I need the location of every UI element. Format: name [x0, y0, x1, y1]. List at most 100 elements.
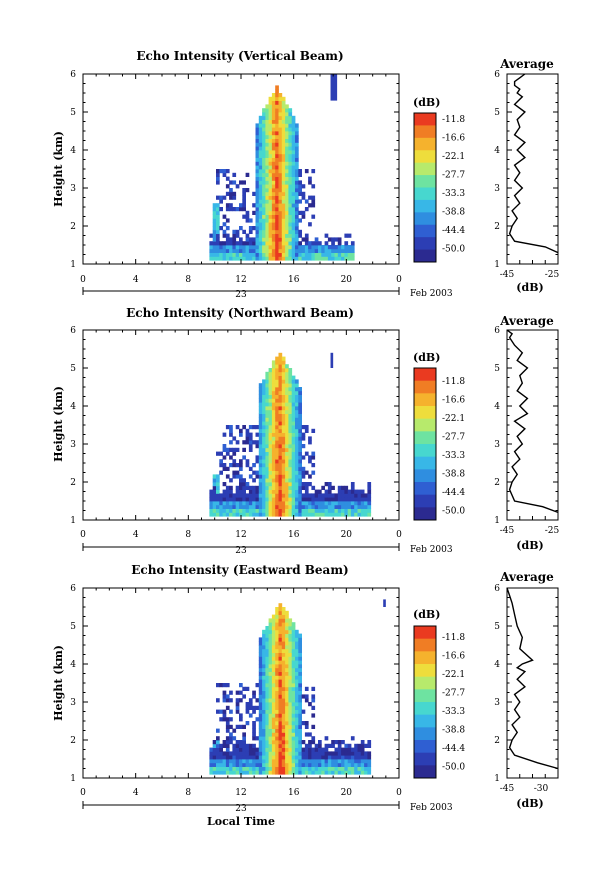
heatmap-cell: [268, 482, 273, 487]
heatmap-cell: [225, 508, 230, 513]
heatmap-cell: [268, 459, 273, 464]
heatmap-cell: [248, 436, 253, 441]
y-tick-label: 2: [494, 478, 500, 488]
colorbar-swatch: [414, 507, 436, 521]
heatmap-cell: [268, 150, 273, 155]
heatmap-cell: [265, 751, 270, 756]
heatmap-cell: [268, 409, 273, 414]
heatmap-cell: [281, 629, 286, 634]
heatmap-cell: [271, 512, 276, 517]
heatmap-cell: [291, 218, 296, 223]
heatmap-cell: [258, 489, 263, 494]
heatmap-cell: [265, 207, 270, 212]
heatmap-cell: [216, 222, 220, 227]
heatmap-cell: [258, 766, 263, 771]
heatmap-cell: [278, 694, 283, 699]
heatmap-cell: [285, 747, 289, 752]
heatmap-cell: [255, 489, 260, 494]
heatmap-cell: [219, 766, 223, 771]
heatmap-cell: [321, 248, 325, 253]
heatmap-cell: [301, 694, 306, 699]
heatmap-cell: [298, 447, 302, 452]
heatmap-cell: [301, 237, 306, 242]
heatmap-cell: [275, 463, 279, 468]
colorbar-swatch: [414, 113, 436, 126]
heatmap-cell: [242, 214, 246, 219]
heatmap-cell: [255, 766, 260, 771]
heatmap-cell: [268, 679, 273, 684]
heatmap-cell: [258, 656, 263, 661]
heatmap-cell: [271, 497, 276, 502]
heatmap-cell: [301, 214, 306, 219]
heatmap-cell: [262, 172, 266, 177]
heatmap-cell: [367, 508, 372, 513]
heatmap-cell: [288, 645, 293, 650]
heatmap-cell: [337, 493, 342, 498]
heatmap-cell: [245, 463, 250, 468]
profile-xlabel: (dB): [516, 797, 543, 810]
heatmap-cell: [235, 690, 240, 695]
heatmap-cell: [252, 743, 256, 748]
heatmap-cell: [271, 652, 276, 657]
heatmap-cell: [334, 512, 339, 517]
heatmap-cell: [318, 501, 322, 506]
heatmap-cell: [268, 157, 273, 162]
heatmap-cell: [311, 214, 316, 219]
heatmap-cell: [219, 709, 223, 714]
heatmap-cell: [248, 747, 253, 752]
heatmap-cell: [219, 504, 223, 509]
heatmap-cell: [298, 724, 302, 729]
heatmap-cell: [291, 123, 296, 128]
heatmap-cell: [275, 626, 279, 631]
heatmap-cell: [288, 470, 293, 475]
heatmap-cell: [331, 497, 335, 502]
heatmap-cell: [265, 732, 270, 737]
heatmap-cell: [271, 406, 276, 411]
heatmap-cell: [291, 131, 296, 136]
heatmap-cell: [262, 115, 266, 120]
heatmap-cell: [330, 74, 338, 101]
heatmap-cell: [278, 123, 283, 128]
heatmap-cell: [357, 759, 362, 764]
heatmap-cell: [285, 683, 289, 688]
heatmap-cell: [275, 440, 279, 445]
heatmap-cell: [347, 762, 352, 767]
heatmap-cell: [245, 188, 250, 193]
heatmap-cell: [350, 755, 355, 760]
heatmap-cell: [285, 702, 289, 707]
heatmap-cell: [275, 751, 279, 756]
heatmap-cell: [278, 119, 283, 124]
heatmap-cell: [334, 747, 339, 752]
heatmap-cell: [239, 248, 243, 253]
heatmap-cell: [281, 652, 286, 657]
heatmap-cell: [275, 474, 279, 479]
heatmap-cell: [278, 679, 283, 684]
heatmap-cell: [275, 169, 279, 174]
heatmap-cell: [275, 383, 279, 388]
heatmap-cell: [245, 482, 250, 487]
heatmap-cell: [235, 207, 240, 212]
heatmap-cell: [304, 489, 309, 494]
heatmap-cell: [255, 470, 260, 475]
heatmap-cell: [271, 451, 276, 456]
heatmap-cell: [235, 233, 240, 238]
heatmap-cell: [275, 421, 279, 426]
heatmap-cell: [265, 248, 270, 253]
heatmap-cell: [295, 172, 299, 177]
heatmap-cell: [219, 245, 223, 250]
heatmap-cell: [255, 165, 260, 170]
heatmap-cell: [209, 252, 214, 257]
heatmap-cell: [268, 478, 273, 483]
heatmap-cell: [311, 766, 316, 771]
heatmap-cell: [265, 394, 270, 399]
heatmap-cell: [347, 248, 352, 253]
heatmap-cell: [337, 740, 342, 745]
heatmap-cell: [341, 248, 345, 253]
heatmap-cell: [275, 493, 279, 498]
profile-line: [506, 587, 559, 770]
heatmap-cell: [262, 751, 266, 756]
heatmap-cell: [285, 222, 289, 227]
heatmap-cell: [288, 740, 293, 745]
heatmap-cell: [271, 629, 276, 634]
colorbar-swatch: [414, 237, 436, 251]
